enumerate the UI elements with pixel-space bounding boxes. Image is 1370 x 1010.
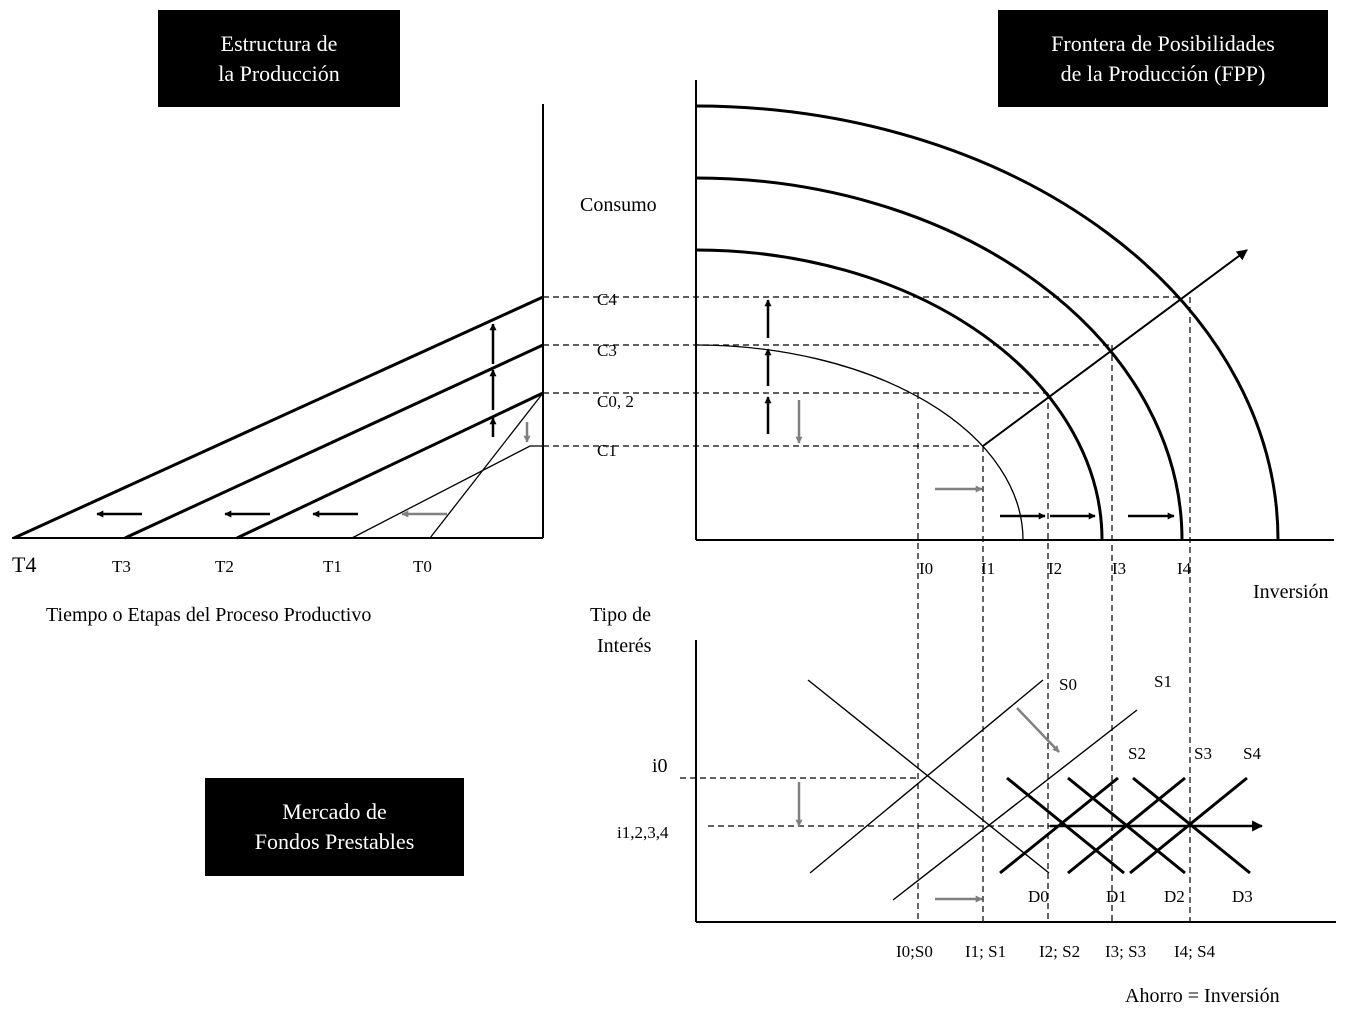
time-label-t2: T2 — [215, 557, 234, 576]
rate-label-i0: i0 — [652, 755, 668, 777]
ppf-title-box: Frontera de Posibilidades de la Producci… — [998, 10, 1328, 107]
consumption-axis-title: Consumo — [580, 194, 657, 216]
ppf-panel: Consumo C4 C3 C0, 2 C1 I0 I1 I2 I3 I4 In… — [580, 80, 1334, 603]
ppf-title-line1: Frontera de Posibilidades — [1051, 30, 1275, 56]
time-label-t0: T0 — [413, 557, 432, 576]
supply-label-s0: S0 — [1059, 675, 1077, 694]
consumption-dashed-connectors — [543, 296, 1183, 447]
rate-label-i1234: i1,2,3,4 — [617, 823, 669, 842]
consumption-label-c1: C1 — [597, 441, 617, 460]
time-label-t4: T4 — [12, 552, 36, 577]
investment-dashed-connectors — [680, 297, 1191, 922]
supply-label-s2: S2 — [1128, 744, 1146, 763]
savings-label-i4s4: I4; S4 — [1174, 942, 1216, 961]
interest-axis-title-line2: Interés — [597, 635, 652, 657]
production-structure-title-line1: Estructura de — [220, 30, 338, 56]
supply-label-s1: S1 — [1154, 672, 1172, 691]
loanable-funds-title-line2: Fondos Prestables — [254, 829, 415, 854]
production-structure-panel: T4 T3 T2 T1 T0 Tiempo o Etapas del Proce… — [12, 104, 544, 626]
triangle-t0 — [429, 392, 544, 539]
production-structure-title-box: Estructura de la Producción — [158, 10, 400, 107]
supply-label-s3: S3 — [1194, 744, 1212, 763]
ppf-curve-3 — [695, 104, 1280, 541]
savings-label-i0s0: I0;S0 — [896, 942, 933, 961]
investment-label-i1: I1 — [981, 559, 995, 578]
supply-label-s4: S4 — [1243, 744, 1261, 763]
savings-label-i1s1: I1; S1 — [965, 942, 1006, 961]
investment-label-i0: I0 — [919, 559, 933, 578]
loanable-funds-title-line1: Mercado de — [282, 799, 387, 824]
demand-label-d3: D3 — [1232, 887, 1253, 906]
ppf-curve-2 — [695, 176, 1184, 541]
ppf-title-line2: de la Producción (FPP) — [1060, 60, 1266, 86]
savings-axis-title: Ahorro = Inversión — [1125, 985, 1280, 1007]
loanable-funds-title-box: Mercado de Fondos Prestables — [205, 778, 464, 876]
demand-label-d2: D2 — [1164, 887, 1185, 906]
investment-label-i2: I2 — [1048, 559, 1062, 578]
time-axis-title: Tiempo o Etapas del Proceso Productivo — [46, 604, 371, 626]
demand-label-d1: D1 — [1106, 887, 1127, 906]
triangle-t2 — [124, 343, 544, 540]
consumption-label-c4: C4 — [597, 290, 617, 309]
production-structure-title-line2: la Producción — [218, 60, 340, 86]
consumption-label-c02: C0, 2 — [597, 392, 634, 411]
loanable-funds-panel: Tipo de Interés i0 i1,2,3,4 S0 S1 S2 S3 … — [590, 604, 1336, 1007]
time-label-t1: T1 — [323, 557, 342, 576]
demand-label-d0: D0 — [1028, 887, 1049, 906]
savings-label-i3s3: I3; S3 — [1105, 942, 1146, 961]
consumption-label-c3: C3 — [597, 341, 617, 360]
savings-label-i2s2: I2; S2 — [1039, 942, 1080, 961]
time-label-t3: T3 — [112, 557, 131, 576]
growth-path-arrow — [982, 249, 1248, 447]
supply-shift-arrow-gray — [1016, 707, 1060, 753]
ppf-curve-1 — [695, 248, 1104, 541]
interest-axis-title-line1: Tipo de — [590, 604, 651, 626]
triangle-t1 — [236, 391, 544, 540]
triangle-t3 — [13, 295, 544, 540]
investment-label-i4: I4 — [1177, 559, 1192, 578]
triangle-t0-reduced — [351, 445, 543, 539]
supply-s1 — [892, 709, 1138, 901]
ppf-curve-0 — [695, 344, 1024, 541]
demand-d0 — [807, 679, 1050, 874]
investment-axis-title: Inversión — [1253, 581, 1329, 603]
investment-label-i3: I3 — [1112, 559, 1126, 578]
supply-s0 — [809, 679, 1044, 874]
